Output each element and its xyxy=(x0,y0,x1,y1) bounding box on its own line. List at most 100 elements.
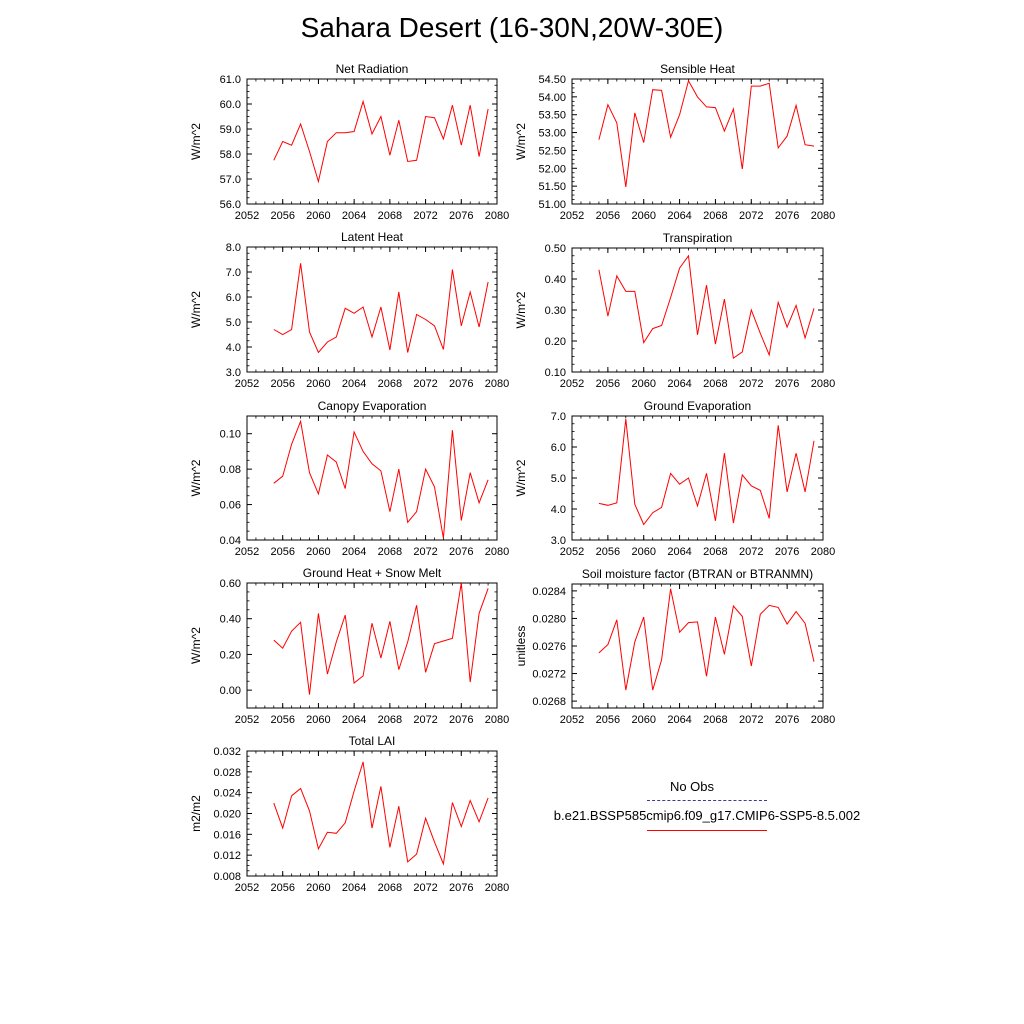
x-tick-label: 2052 xyxy=(560,546,584,558)
y-axis-label: W/m^2 xyxy=(189,627,203,664)
x-tick-label: 2072 xyxy=(413,546,437,558)
x-tick-label: 2072 xyxy=(413,882,437,894)
series-line xyxy=(273,761,489,866)
x-tick-label: 2064 xyxy=(342,546,366,558)
x-tick-label: 2076 xyxy=(775,378,799,390)
panel-title: Transpiration xyxy=(663,231,733,245)
x-tick-label: 2056 xyxy=(270,378,294,390)
panel-title: Soil moisture factor (BTRAN or BTRANMN) xyxy=(582,567,813,581)
y-tick-label: 0.016 xyxy=(213,829,241,841)
x-tick-label: 2080 xyxy=(811,210,835,222)
y-axis-label: W/m^2 xyxy=(514,123,528,160)
y-tick-label: 58.0 xyxy=(220,149,241,161)
x-tick-label: 2080 xyxy=(485,882,509,894)
x-tick-label: 2052 xyxy=(235,714,259,726)
series-line xyxy=(273,263,489,354)
y-axis-label: W/m^2 xyxy=(514,459,528,496)
y-axis-label: W/m^2 xyxy=(189,291,203,328)
x-tick-label: 2068 xyxy=(378,210,402,222)
y-tick-label: 0.50 xyxy=(545,243,566,255)
y-tick-label: 54.50 xyxy=(538,74,566,86)
y-tick-label: 0.0276 xyxy=(532,641,566,653)
plot-frame xyxy=(246,750,498,877)
x-tick-label: 2068 xyxy=(703,714,727,726)
y-tick-label: 0.40 xyxy=(220,614,241,626)
y-tick-label: 0.020 xyxy=(213,809,241,821)
y-tick-label: 0.20 xyxy=(220,649,241,661)
chart-panel-9: Total LAI m2/m2 2052 2056 2060 2064 2068 2072 20… xyxy=(189,734,509,894)
y-axis-label: W/m^2 xyxy=(189,459,203,496)
y-tick-label: 0.0284 xyxy=(532,586,566,598)
y-axis-label: W/m^2 xyxy=(189,123,203,160)
y-tick-label: 0.04 xyxy=(220,535,241,547)
series-line xyxy=(598,588,815,691)
y-tick-label: 0.10 xyxy=(545,367,566,379)
x-tick-label: 2052 xyxy=(560,210,584,222)
y-tick-label: 0.008 xyxy=(213,871,241,883)
panel-title: Canopy Evaporation xyxy=(318,399,427,413)
plot-frame xyxy=(246,246,498,373)
x-tick-label: 2080 xyxy=(485,210,509,222)
y-tick-label: 0.012 xyxy=(213,850,241,862)
y-tick-label: 0.032 xyxy=(213,746,241,758)
x-tick-label: 2068 xyxy=(378,714,402,726)
series-line xyxy=(273,99,489,184)
y-tick-label: 54.00 xyxy=(538,92,566,104)
x-tick-label: 2052 xyxy=(560,378,584,390)
chart-panel-3: Latent Heat W/m^2 2052 2056 2060 2064 2068 2072… xyxy=(189,230,509,390)
x-tick-label: 2064 xyxy=(667,714,691,726)
y-tick-label: 53.50 xyxy=(538,110,566,122)
y-tick-label: 0.10 xyxy=(220,429,241,441)
x-tick-label: 2060 xyxy=(306,714,330,726)
x-tick-label: 2056 xyxy=(596,210,620,222)
series-line xyxy=(598,254,815,359)
x-tick-label: 2080 xyxy=(811,546,835,558)
x-tick-label: 2072 xyxy=(413,210,437,222)
x-tick-label: 2060 xyxy=(306,546,330,558)
y-tick-label: 0.30 xyxy=(545,305,566,317)
x-tick-label: 2072 xyxy=(739,210,763,222)
x-tick-label: 2076 xyxy=(449,546,473,558)
y-tick-label: 52.00 xyxy=(538,163,566,175)
y-tick-label: 8.0 xyxy=(226,242,241,254)
x-tick-label: 2064 xyxy=(342,210,366,222)
x-tick-label: 2072 xyxy=(739,546,763,558)
x-tick-label: 2080 xyxy=(485,378,509,390)
y-tick-label: 0.08 xyxy=(220,464,241,476)
x-tick-label: 2064 xyxy=(342,714,366,726)
y-tick-label: 6.0 xyxy=(551,442,566,454)
y-tick-label: 0.06 xyxy=(220,500,241,512)
y-axis-label: W/m^2 xyxy=(514,291,528,328)
series-line xyxy=(273,419,489,539)
y-tick-label: 52.50 xyxy=(538,145,566,157)
x-tick-label: 2068 xyxy=(703,378,727,390)
y-tick-label: 0.0272 xyxy=(532,669,566,681)
x-tick-label: 2056 xyxy=(596,378,620,390)
x-tick-label: 2052 xyxy=(235,882,259,894)
x-tick-label: 2076 xyxy=(775,210,799,222)
x-tick-label: 2080 xyxy=(485,714,509,726)
y-tick-label: 56.0 xyxy=(220,199,241,211)
x-tick-label: 2052 xyxy=(560,714,584,726)
x-tick-label: 2060 xyxy=(631,378,655,390)
x-tick-label: 2072 xyxy=(413,378,437,390)
x-tick-label: 2060 xyxy=(631,210,655,222)
x-tick-label: 2072 xyxy=(739,714,763,726)
chart-panel-6: Ground Evaporation W/m^2 2052 2056 2060 2064 2… xyxy=(514,399,835,558)
panel-title: Net Radiation xyxy=(336,62,409,76)
y-tick-label: 4.0 xyxy=(551,504,566,516)
y-axis-label: unitless xyxy=(514,626,528,667)
y-tick-label: 0.028 xyxy=(213,767,241,779)
chart-panel-1: Net Radiation W/m^2 2052 2056 2060 2064 2068 20… xyxy=(189,62,509,222)
y-tick-label: 4.0 xyxy=(226,342,241,354)
series-line xyxy=(598,79,815,187)
legend-obs-label: No Obs xyxy=(669,779,715,794)
y-tick-label: 7.0 xyxy=(551,411,566,423)
x-tick-label: 2076 xyxy=(775,546,799,558)
x-tick-label: 2076 xyxy=(449,378,473,390)
y-tick-label: 0.00 xyxy=(220,685,241,697)
y-tick-label: 5.0 xyxy=(551,473,566,485)
plot-frame xyxy=(246,415,498,541)
y-tick-label: 60.0 xyxy=(220,99,241,111)
